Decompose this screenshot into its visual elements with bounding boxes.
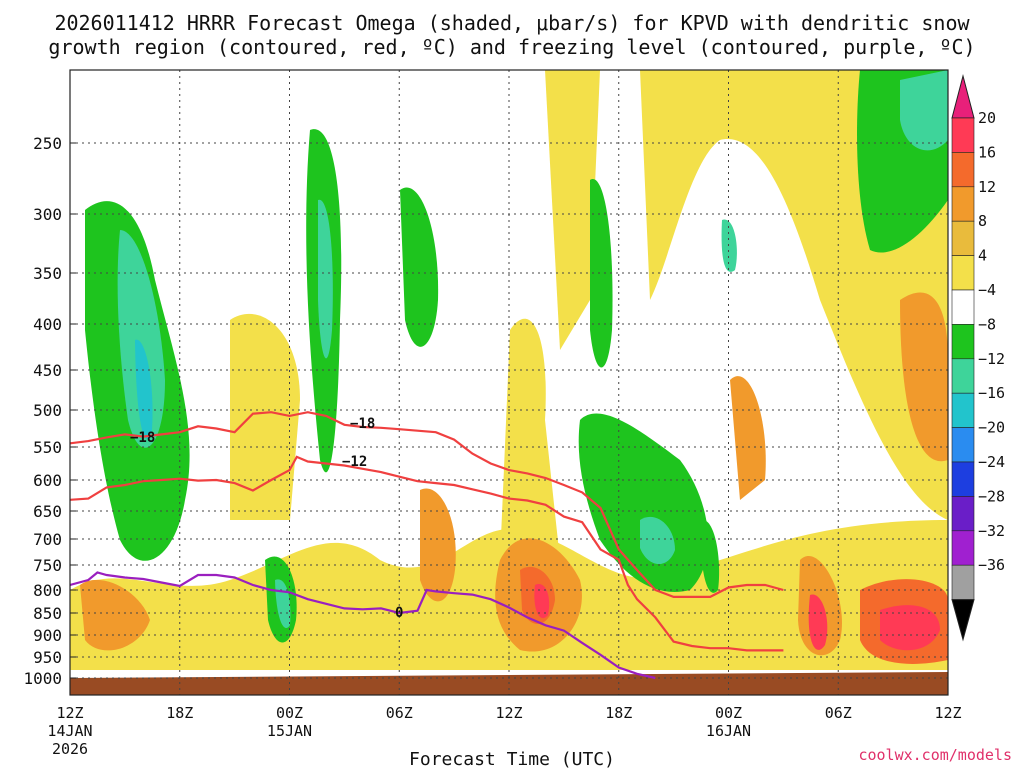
colorbar-swatch — [951, 530, 975, 566]
y-tick-label: 750 — [33, 556, 62, 575]
omega-region-negative-11 — [900, 70, 948, 151]
x-axis-title: Forecast Time (UTC) — [409, 749, 615, 768]
colorbar-swatch — [951, 186, 975, 222]
colorbar-bottom-arrow — [951, 599, 975, 642]
contour-line — [70, 571, 656, 680]
colorbar-swatch — [951, 324, 975, 360]
colorbar: 20 16 12 8 4 −4 −8 −12 −16 −20 −24 −28 −32 −36 — [951, 74, 1005, 642]
chart-title-line-2: growth region (contoured, red, ºC) and f… — [48, 35, 975, 59]
x-tick-date: 14JAN — [47, 722, 92, 740]
omega-region-orange-8 — [900, 292, 948, 462]
omega-region-negative-15 — [721, 219, 737, 272]
omega-region-negative-6 — [318, 199, 333, 359]
colorbar-label: −32 — [978, 522, 1005, 540]
x-tick-year: 2026 — [52, 740, 88, 758]
contour-label-minus12: −12 — [342, 454, 367, 470]
y-tick-label: 550 — [33, 438, 62, 457]
colorbar-label: 4 — [978, 247, 987, 265]
omega-region-orange-7 — [730, 376, 766, 500]
y-tick-label: 250 — [33, 134, 62, 153]
colorbar-label: −4 — [978, 281, 996, 299]
omega-region-positive-upper-left — [230, 313, 300, 520]
colorbar-swatch — [951, 358, 975, 394]
contour-label-minus18-left: −18 — [130, 430, 155, 446]
x-tick-label: 00Z — [715, 704, 742, 722]
y-tick-label: 700 — [33, 530, 62, 549]
omega-region-red-3 — [880, 605, 940, 651]
x-tick-label: 06Z — [825, 704, 852, 722]
omega-region-negative-4 — [400, 187, 439, 347]
colorbar-label: 16 — [978, 143, 996, 161]
omega-region-negative-8 — [640, 516, 675, 565]
y-tick-label: 300 — [33, 205, 62, 224]
y-tick-label: 850 — [33, 604, 62, 623]
y-tick-label: 800 — [33, 581, 62, 600]
omega-region-red-2 — [808, 594, 828, 650]
omega-region-negative-14 — [700, 519, 720, 593]
x-tick-date: 15JAN — [267, 722, 312, 740]
colorbar-swatch — [951, 117, 975, 153]
contour-line — [70, 455, 784, 652]
x-tick-label: 18Z — [605, 704, 632, 722]
omega-region-negative-2 — [117, 230, 165, 448]
colorbar-swatch — [951, 564, 975, 600]
omega-shading — [70, 70, 948, 695]
x-tick-label: 12Z — [934, 704, 961, 722]
colorbar-label: −24 — [978, 453, 1005, 471]
plot-border — [69, 69, 949, 696]
colorbar-label: −12 — [978, 350, 1005, 368]
y-tick-label: 900 — [33, 626, 62, 645]
omega-region-negative-9 — [590, 179, 613, 368]
colorbar-label: −16 — [978, 384, 1005, 402]
contours — [70, 411, 784, 680]
colorbar-label: 8 — [978, 212, 987, 230]
x-tick-label: 18Z — [166, 704, 193, 722]
contour-label-minus18-right: −18 — [350, 416, 375, 432]
colorbar-label: −8 — [978, 315, 996, 333]
omega-region-orange-5 — [80, 579, 150, 651]
x-tick-label: 12Z — [495, 704, 522, 722]
y-axis-labels: 250 300 350 400 450 500 550 600 650 700 750 800 850 9… — [23, 134, 76, 688]
x-tick-label: 12Z — [56, 704, 83, 722]
colorbar-label: −36 — [978, 556, 1005, 574]
credit-text: coolwx.com/models — [858, 746, 1012, 764]
colorbar-swatch — [951, 289, 975, 325]
colorbar-label: 12 — [978, 178, 996, 196]
y-tick-label: 650 — [33, 502, 62, 521]
omega-region-red-1 — [534, 584, 550, 619]
colorbar-swatch — [951, 392, 975, 428]
omega-region-orange-6 — [420, 488, 456, 602]
omega-region-negative-7 — [578, 413, 709, 592]
colorbar-swatch — [951, 152, 975, 188]
y-tick-label: 350 — [33, 264, 62, 283]
colorbar-swatch — [951, 220, 975, 256]
colorbar-label: −28 — [978, 487, 1005, 505]
y-tick-label: 400 — [33, 315, 62, 334]
contour-label-freezing: 0 — [395, 605, 403, 621]
x-tick-date: 16JAN — [706, 722, 751, 740]
colorbar-swatch — [951, 427, 975, 463]
y-tick-label: 950 — [33, 648, 62, 667]
colorbar-top-arrow — [951, 74, 975, 119]
x-tick-label: 06Z — [386, 704, 413, 722]
chart-title-line-1: 2026011412 HRRR Forecast Omega (shaded, … — [54, 11, 970, 35]
colorbar-label: 20 — [978, 109, 996, 127]
omega-region-negative-3 — [135, 339, 153, 440]
y-tick-label: 450 — [33, 361, 62, 380]
y-tick-label: 1000 — [23, 669, 62, 688]
colorbar-swatch — [951, 255, 975, 291]
y-tick-label: 500 — [33, 401, 62, 420]
colorbar-swatch — [951, 496, 975, 532]
omega-region-positive-top-mid — [545, 70, 600, 350]
colorbar-swatch — [951, 461, 975, 497]
colorbar-label: −20 — [978, 419, 1005, 437]
x-tick-label: 00Z — [276, 704, 303, 722]
contour-line — [70, 411, 784, 598]
y-tick-label: 600 — [33, 471, 62, 490]
